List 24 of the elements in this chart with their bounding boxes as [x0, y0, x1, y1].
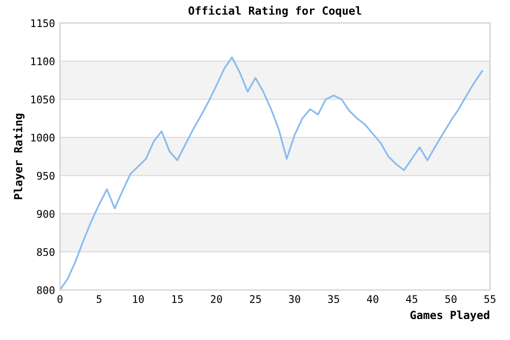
y-tick-label: 950	[36, 172, 54, 180]
x-tick-label: 10	[133, 295, 144, 303]
y-tick-label: 800	[36, 286, 54, 294]
x-tick-label: 0	[58, 295, 62, 303]
chart-title: Official Rating for Coquel	[188, 6, 362, 17]
x-tick-label: 20	[210, 295, 222, 303]
line-series	[60, 56, 484, 290]
x-tick-label: 30	[288, 295, 300, 303]
y-tick-label: 1100	[31, 57, 54, 66]
y-tick-label: 900	[36, 210, 54, 218]
x-tick-label: 15	[172, 295, 183, 303]
x-axis-title: Games Played	[410, 310, 490, 322]
x-tick-label: 40	[366, 295, 378, 303]
x-tick-label: 45	[406, 295, 418, 303]
y-tick-label: 850	[36, 248, 54, 256]
x-tick-label: 50	[445, 295, 457, 303]
x-tick-label: 5	[96, 295, 102, 303]
x-tick-label: 55	[484, 295, 496, 303]
x-tick-label: 35	[328, 295, 340, 303]
y-tick-label: 1000	[31, 134, 54, 142]
y-axis-title: Player Rating	[13, 114, 24, 200]
x-tick-label: 25	[250, 295, 261, 303]
y-tick-label: 1150	[31, 19, 54, 28]
y-tick-label: 1050	[31, 96, 54, 104]
